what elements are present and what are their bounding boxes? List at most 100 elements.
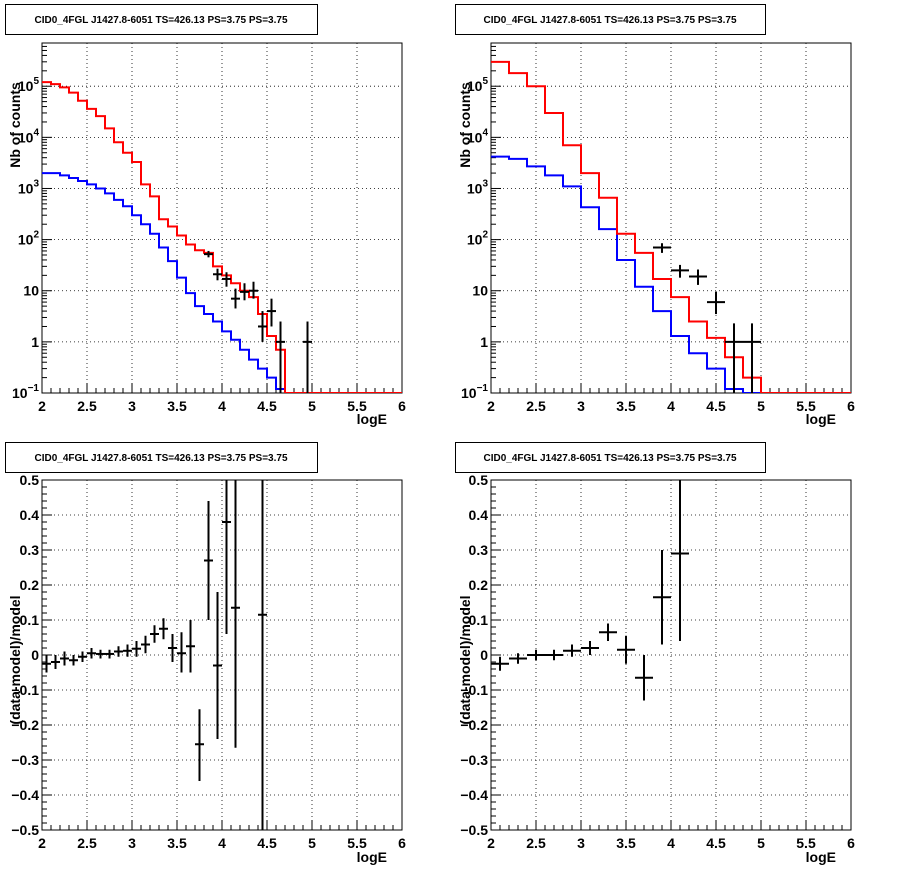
x-tick-label: 2 — [487, 398, 495, 414]
y-tick-label: 0.4 — [20, 507, 40, 523]
x-tick-label: 3.5 — [167, 835, 187, 851]
y-tick-label: 103 — [18, 178, 40, 196]
y-tick-label: 104 — [467, 127, 489, 145]
data-point — [653, 243, 671, 253]
y-tick-label: 104 — [18, 127, 40, 145]
x-tick-label: 2.5 — [526, 398, 546, 414]
x-tick-label: 6 — [398, 835, 406, 851]
data-point — [617, 635, 635, 664]
y-tick-label: −0.4 — [11, 787, 39, 803]
x-tick-label: 2 — [38, 398, 46, 414]
y-tick-label: 0.5 — [20, 472, 40, 488]
title-box — [455, 442, 766, 473]
data-point — [231, 288, 240, 309]
y-tick-label: 0.2 — [20, 577, 40, 593]
data-point — [635, 655, 653, 701]
data-point — [213, 268, 222, 281]
y-tick-label: 102 — [467, 230, 489, 248]
data-point — [491, 656, 509, 671]
data-point — [114, 646, 123, 657]
y-tick-label: 1 — [480, 334, 488, 350]
y-tick-label: 105 — [18, 76, 40, 94]
data-point — [509, 653, 527, 664]
data-point — [96, 649, 105, 659]
data-point — [60, 651, 69, 666]
y-tick-label: 10 — [472, 283, 488, 299]
y-tick-label: 0.4 — [469, 507, 489, 523]
y-tick-label: −0.3 — [460, 752, 488, 768]
plot-area — [42, 81, 402, 393]
x-tick-label: 4 — [218, 398, 226, 414]
x-axis-title: logE — [806, 849, 836, 865]
x-tick-label: 5 — [757, 835, 765, 851]
y-tick-label: −0.3 — [11, 752, 39, 768]
y-tick-label: 1 — [31, 334, 39, 350]
x-tick-label: 3.5 — [167, 398, 187, 414]
data-point — [563, 644, 581, 657]
data-point — [653, 550, 671, 645]
plot-area — [42, 480, 267, 830]
data-point — [222, 480, 231, 634]
data-point — [545, 649, 563, 661]
y-tick-label: −0.5 — [460, 822, 488, 838]
data-point — [87, 648, 96, 659]
chart-title: CID0_4FGL J1427.8-6051 TS=426.13 PS=3.75… — [34, 15, 287, 26]
data-point — [258, 480, 267, 830]
y-axis-title: (data-model)/model — [457, 595, 473, 724]
y-tick-label: 105 — [467, 76, 489, 94]
data-point — [303, 321, 312, 393]
y-tick-label: 0.3 — [469, 542, 489, 558]
data-point — [177, 632, 186, 673]
title-box — [455, 4, 766, 35]
data-point — [141, 635, 150, 654]
x-tick-label: 5.5 — [796, 398, 816, 414]
x-tick-label: 2.5 — [526, 835, 546, 851]
data-point — [249, 281, 258, 299]
y-tick-label: 0 — [480, 647, 488, 663]
data-point — [105, 649, 114, 659]
y-tick-label: −0.5 — [11, 822, 39, 838]
data-point — [671, 480, 689, 641]
x-tick-label: 2.5 — [77, 835, 97, 851]
x-tick-label: 5 — [308, 835, 316, 851]
y-tick-label: −0.1 — [11, 682, 39, 698]
data-point — [150, 625, 159, 643]
x-axis-title: logE — [357, 849, 387, 865]
x-tick-label: 5.5 — [796, 835, 816, 851]
y-tick-label: −0.2 — [460, 717, 488, 733]
y-tick-label: 0.2 — [469, 577, 489, 593]
chart-title: CID0_4FGL J1427.8-6051 TS=426.13 PS=3.75… — [483, 15, 736, 26]
y-tick-label: −0.4 — [460, 787, 488, 803]
x-axis-title: logE — [357, 411, 387, 427]
total-model-histogram — [42, 81, 402, 393]
title-box — [5, 442, 318, 473]
residuals-left-panel: CID0_4FGL J1427.8-6051 TS=426.13 PS=3.75… — [5, 442, 406, 865]
y-tick-label: 10−1 — [461, 383, 488, 401]
data-point — [123, 644, 132, 657]
x-tick-label: 6 — [847, 835, 855, 851]
y-tick-label: 0.1 — [469, 612, 489, 628]
chart-title: CID0_4FGL J1427.8-6051 TS=426.13 PS=3.75… — [483, 453, 736, 464]
data-point — [204, 250, 213, 258]
x-tick-label: 5.5 — [347, 398, 367, 414]
x-tick-label: 4.5 — [706, 398, 726, 414]
data-point — [222, 272, 231, 287]
x-tick-label: 3 — [128, 835, 136, 851]
source-model-histogram — [42, 172, 402, 393]
plot-area — [491, 480, 689, 701]
total-model-histogram — [491, 60, 851, 393]
x-tick-label: 4.5 — [257, 835, 277, 851]
y-tick-label: 0.3 — [20, 542, 40, 558]
data-point — [240, 283, 249, 301]
data-point — [276, 321, 285, 393]
x-tick-label: 2.5 — [77, 398, 97, 414]
data-point — [689, 269, 707, 285]
data-point — [159, 618, 168, 640]
y-axis-title: Nb of counts — [7, 82, 23, 168]
y-tick-label: 102 — [18, 230, 40, 248]
x-tick-label: 5 — [308, 398, 316, 414]
y-tick-label: 0.5 — [469, 472, 489, 488]
residuals-right-panel: CID0_4FGL J1427.8-6051 TS=426.13 PS=3.75… — [455, 442, 855, 865]
plot-area — [491, 60, 851, 393]
x-tick-label: 3 — [128, 398, 136, 414]
